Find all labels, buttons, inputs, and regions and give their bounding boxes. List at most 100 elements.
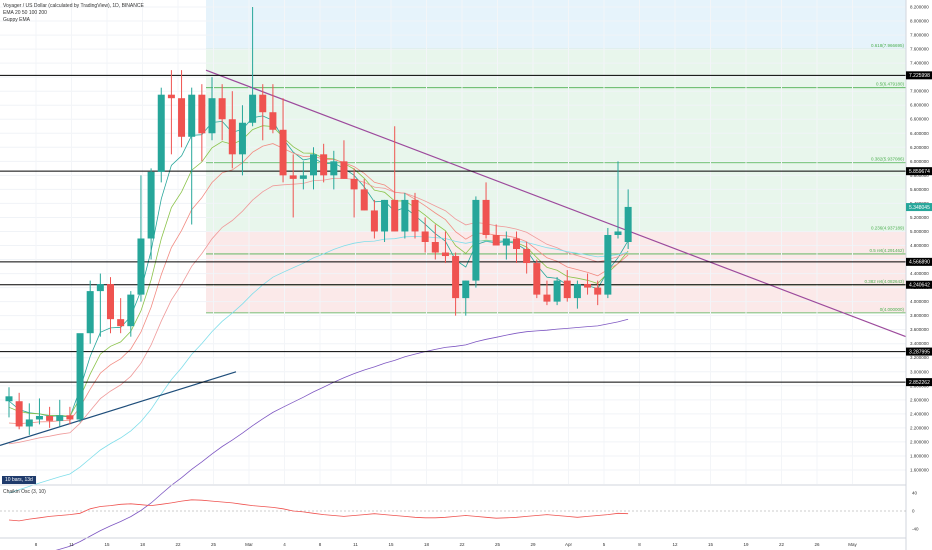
candle-body bbox=[330, 161, 338, 176]
candle bbox=[502, 231, 510, 260]
candle bbox=[15, 392, 23, 430]
price-tick: 7.000000 bbox=[910, 89, 929, 94]
candle-body bbox=[543, 294, 551, 302]
candle bbox=[269, 84, 277, 134]
time-tick: 4 bbox=[283, 542, 286, 547]
candle bbox=[350, 168, 358, 218]
price-tag-bg bbox=[906, 347, 932, 356]
candle-body bbox=[35, 415, 43, 420]
candle bbox=[370, 199, 378, 239]
fib-zone bbox=[206, 49, 906, 232]
price-tick: 5.200000 bbox=[910, 215, 929, 220]
ema-line bbox=[8, 177, 629, 445]
candle bbox=[492, 224, 500, 246]
candle-body bbox=[492, 234, 500, 246]
candle-body bbox=[604, 234, 612, 295]
osc-tick: 0 bbox=[912, 509, 915, 514]
osc-tick: 40 bbox=[912, 491, 918, 496]
candle bbox=[25, 403, 33, 435]
candle bbox=[573, 280, 581, 309]
price-tag: 7.225998 bbox=[909, 73, 930, 79]
price-tick: 6.000000 bbox=[910, 159, 929, 164]
time-tick: 11 bbox=[69, 542, 74, 547]
candle-body bbox=[452, 256, 460, 299]
price-tick: 3.800000 bbox=[910, 313, 929, 318]
price-tick: 8.000000 bbox=[910, 19, 929, 24]
candle-body bbox=[441, 252, 449, 257]
price-tick: 6.400000 bbox=[910, 131, 929, 136]
candle-body bbox=[350, 178, 358, 190]
price-tick: 7.600000 bbox=[910, 47, 929, 52]
price-tick: 3.600000 bbox=[910, 327, 929, 332]
candle bbox=[147, 168, 155, 260]
candle-body bbox=[573, 284, 581, 299]
candle-body bbox=[310, 154, 317, 176]
candle bbox=[188, 87, 196, 225]
candle bbox=[431, 224, 439, 260]
candle bbox=[482, 182, 490, 239]
candle bbox=[218, 84, 226, 141]
candle bbox=[533, 259, 541, 299]
candle-body bbox=[523, 249, 531, 264]
candle-body bbox=[462, 280, 470, 299]
time-tick: 8 bbox=[35, 542, 38, 547]
fib-label: 0.5(6.479180) bbox=[876, 82, 905, 87]
candle-body bbox=[289, 175, 297, 179]
candle bbox=[391, 126, 399, 232]
uptrend-line bbox=[0, 371, 237, 446]
candle-body bbox=[584, 284, 592, 288]
candle-body bbox=[238, 122, 246, 155]
price-tick: 1.600000 bbox=[910, 467, 929, 472]
candle bbox=[56, 399, 64, 427]
candle-body bbox=[299, 175, 307, 179]
price-tick: 5.600000 bbox=[910, 187, 929, 192]
price-tag-bg bbox=[906, 71, 932, 80]
price-tick: 4.800000 bbox=[910, 243, 929, 248]
candle bbox=[167, 70, 175, 155]
time-tick: 25 bbox=[211, 542, 217, 547]
candle bbox=[208, 77, 216, 141]
fib-label: 0(4.000000) bbox=[880, 307, 905, 312]
candle bbox=[594, 280, 602, 306]
candle-body bbox=[178, 98, 186, 137]
grid-lines bbox=[0, 0, 906, 484]
candle bbox=[330, 150, 338, 190]
time-tick: Apr bbox=[565, 542, 573, 547]
price-tag-bg bbox=[906, 280, 932, 289]
candle bbox=[279, 98, 287, 183]
oscillator-label: Chaikin Osc (3, 10) bbox=[3, 489, 46, 495]
candle-body bbox=[46, 415, 54, 421]
time-tick: 22 bbox=[459, 542, 465, 547]
candle bbox=[360, 178, 368, 211]
time-tick: 18 bbox=[140, 542, 146, 547]
time-tick: 5 bbox=[603, 542, 606, 547]
candle bbox=[178, 70, 186, 148]
chart-legend: Voyager / US Dollar (calculated by Tradi… bbox=[3, 3, 144, 24]
fib-label: 0.382 ret(4.082643) bbox=[864, 279, 904, 284]
fib-labels: 0.618(7.966695) 0.5(6.479180) 0.382(5.9370… bbox=[864, 43, 904, 312]
candle-body bbox=[513, 238, 520, 250]
time-tick: 22 bbox=[175, 542, 181, 547]
time-tick: 8 bbox=[638, 542, 641, 547]
price-tick: 5.000000 bbox=[910, 229, 929, 234]
fib-label: 0.382(5.937086) bbox=[871, 157, 905, 162]
candle-body bbox=[198, 94, 206, 134]
time-tick: 25 bbox=[495, 542, 501, 547]
chaikin-line bbox=[8, 499, 629, 522]
price-tick: 2.600000 bbox=[910, 397, 929, 402]
candle-body bbox=[167, 94, 175, 99]
candle-body bbox=[117, 319, 125, 327]
time-tick: 26 bbox=[814, 542, 820, 547]
price-tick: 2.200000 bbox=[910, 425, 929, 430]
time-tick: 12 bbox=[672, 542, 678, 547]
candle bbox=[411, 192, 419, 239]
candle-body bbox=[249, 94, 257, 123]
candle-body bbox=[127, 294, 135, 327]
candle-body bbox=[594, 287, 602, 295]
price-tick: 7.800000 bbox=[910, 33, 929, 38]
time-tick: 8 bbox=[319, 542, 322, 547]
fib-label: 0.236(4.937189) bbox=[871, 225, 905, 230]
candle-body bbox=[269, 112, 277, 130]
fib-label: 0.618(7.966695) bbox=[871, 43, 905, 48]
